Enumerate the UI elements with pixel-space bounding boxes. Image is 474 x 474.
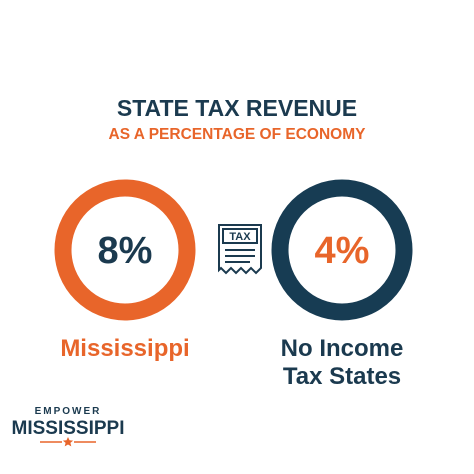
ring bbox=[271, 179, 413, 321]
receipt-label-box bbox=[222, 228, 258, 244]
title: STATE TAX REVENUE bbox=[117, 95, 357, 121]
logo-top: EMPOWER bbox=[35, 406, 102, 417]
label: No Income bbox=[281, 335, 404, 362]
receipt bbox=[218, 224, 262, 275]
value: 8% bbox=[98, 230, 153, 272]
logo-star bbox=[62, 437, 74, 447]
value: 4% bbox=[315, 230, 370, 272]
tax-icon-label: TAX bbox=[229, 231, 251, 243]
label: Mississippi bbox=[60, 335, 189, 362]
subtitle: AS A PERCENTAGE OF ECONOMY bbox=[109, 126, 367, 143]
ring bbox=[54, 179, 196, 321]
label: Tax States bbox=[283, 363, 401, 390]
tax-icon bbox=[218, 224, 262, 275]
logo-bottom: MISSISSIPPI bbox=[12, 418, 125, 439]
